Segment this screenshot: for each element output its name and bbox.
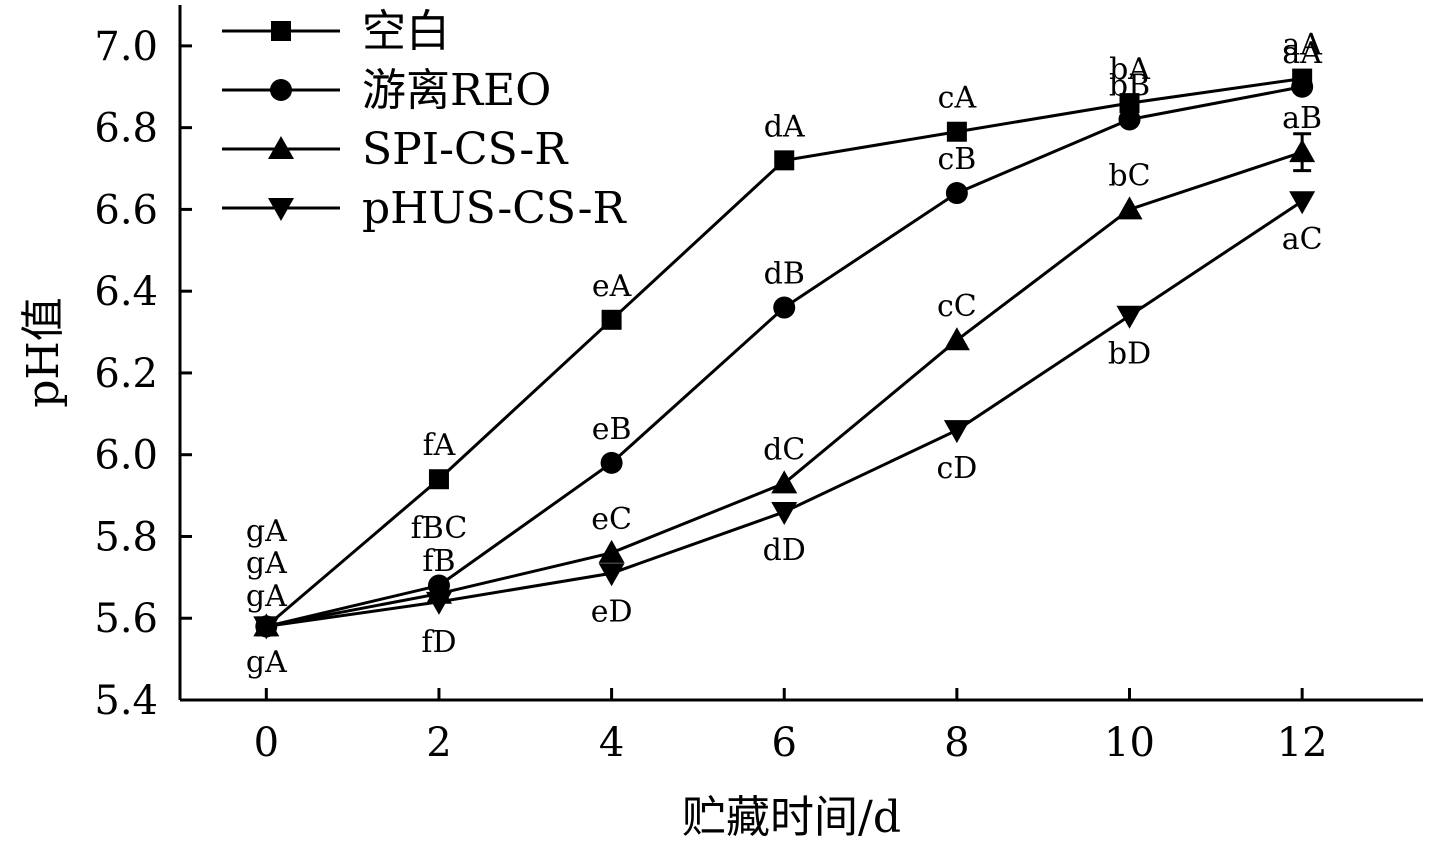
significance-label: cC [937,289,977,324]
y-axis-title: pH值 [18,297,69,408]
data-point [601,309,622,330]
significance-label: gA [246,546,287,581]
significance-label: aA [1282,28,1322,63]
significance-label: bA [1109,52,1150,87]
x-tick-label: 6 [772,720,797,766]
data-point [1289,139,1316,163]
data-point [600,451,623,474]
y-tick-label: 6.0 [94,433,158,479]
significance-label: dA [764,109,805,144]
y-tick-label: 6.2 [94,351,158,397]
y-tick-label: 7.0 [94,24,158,70]
x-tick-label: 0 [254,720,279,766]
y-tick-label: 5.6 [94,596,158,642]
significance-label: gA [246,514,287,549]
legend-marker [268,136,294,159]
data-point [943,327,970,351]
significance-label: aB [1282,101,1322,136]
legend-marker [270,79,292,101]
data-point [425,591,452,615]
x-tick-label: 4 [599,720,624,766]
significance-label: bB [1109,68,1150,103]
legend-label: pHUS-CS-R [362,183,628,234]
data-point [428,469,449,490]
significance-label: aC [1282,222,1323,257]
x-tick-label: 8 [944,720,969,766]
legend-label: SPI-CS-R [362,124,569,175]
data-point [943,420,970,444]
significance-label: fD [421,625,456,660]
series-4 [253,191,1316,640]
data-point [253,616,280,640]
significance-label: eA [592,269,632,304]
data-point [1116,305,1143,329]
significance-label: dB [764,257,805,292]
data-point [598,539,625,563]
legend-item-1: 空白 [222,6,450,57]
significance-label: fBC [411,511,468,546]
significance-label: gA [246,645,287,680]
data-point [598,563,625,587]
significance-label: gA [246,579,287,614]
legend-marker [271,21,291,41]
legend-label: 游离REO [362,65,551,116]
significance-label: cA [938,81,977,116]
significance-label: aA [1282,36,1322,71]
significance-label: bD [1108,337,1151,372]
data-point [1116,196,1143,220]
data-point [1119,93,1140,114]
significance-label: dD [763,533,806,568]
x-axis-title: 贮藏时间/d [682,792,901,842]
axes: 5.4 5.6 5.8 6.0 6.2 6.4 6.6 6.8 7.0 0 2 4 6 8 10 12 [94,5,1423,766]
significance-label: eD [591,594,633,629]
annotation-layer: gAgAgAgAfAfBCfBfDeAeBeCeDdAdBdCdDcAcBcCc… [246,28,1323,680]
significance-label: cD [936,451,977,486]
data-point [1291,75,1314,98]
data-point [771,501,798,525]
significance-label: dC [763,432,805,467]
legend-marker [268,198,294,221]
series-layer [253,68,1316,640]
x-tick-label: 10 [1104,720,1155,766]
significance-label: cB [937,142,976,177]
y-tick-label: 6.6 [94,187,158,233]
y-tick-label: 5.8 [94,514,158,560]
data-point [1118,108,1141,131]
data-point [945,182,968,205]
legend-label: 空白 [362,6,450,57]
legend-item-3: SPI-CS-R [222,124,569,175]
significance-label: fB [422,544,455,579]
data-point [1289,191,1316,215]
y-tick-label: 5.4 [94,678,158,724]
data-point [773,296,796,319]
x-tick-label: 2 [426,720,451,766]
legend-item-4: pHUS-CS-R [222,183,628,234]
x-tick-label: 12 [1277,720,1328,766]
y-tick-label: 6.4 [94,269,158,315]
significance-label: eC [591,502,632,537]
legend-item-2: 游离REO [222,65,551,116]
significance-label: eB [592,412,632,447]
data-point [774,150,795,171]
significance-label: bC [1108,158,1150,193]
significance-label: fA [423,428,456,463]
y-tick-label: 6.8 [94,106,158,152]
data-point [771,470,798,494]
data-point [946,121,967,142]
